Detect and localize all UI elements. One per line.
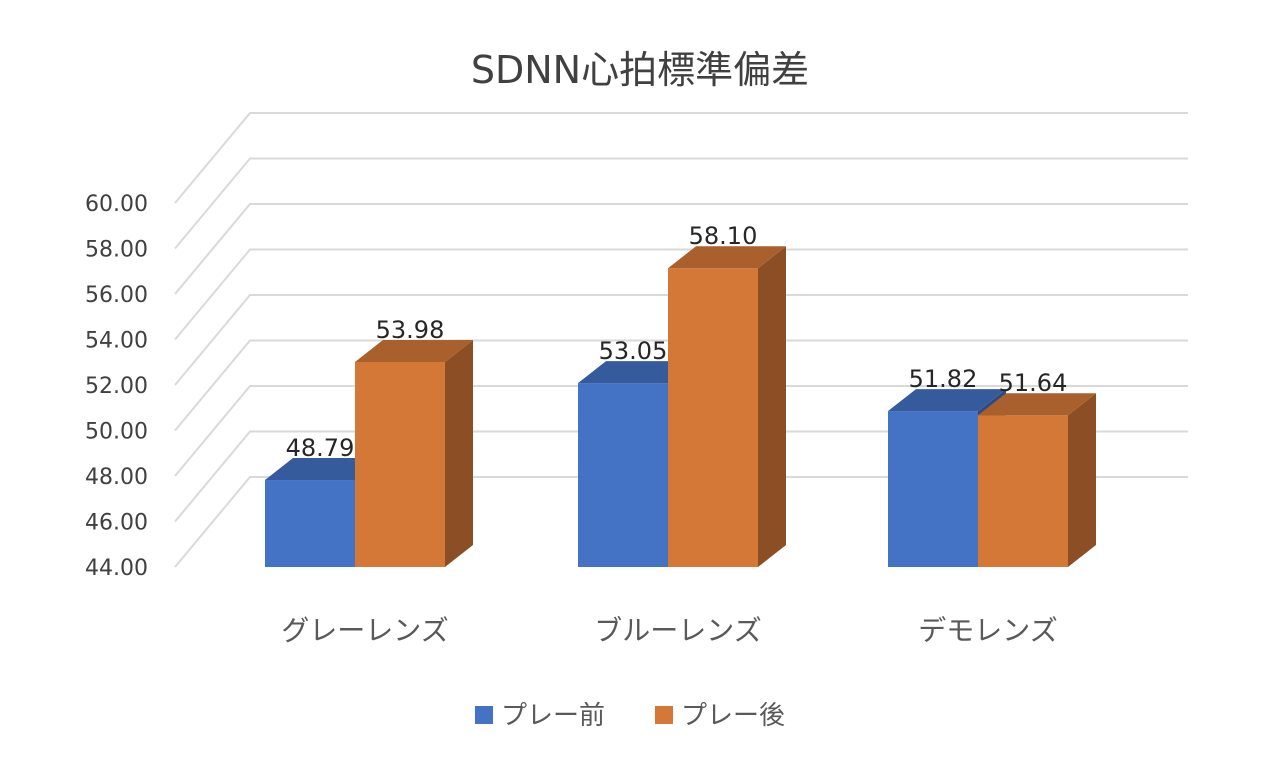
gridline [174,339,1188,432]
data-label: 48.79 [286,434,355,462]
bar [668,268,758,567]
gridline [174,294,1188,386]
legend: プレー前 プレー後 [475,701,785,731]
y-tick-label: 48.00 [85,465,148,490]
gridline [174,112,1188,204]
category-label: ブルーレンズ [594,614,761,647]
y-tick-label: 52.00 [85,374,148,399]
gridline [174,203,1188,295]
bar-top [888,389,1006,412]
gridline [174,385,1188,477]
gridline [174,476,1188,568]
bar-top [978,393,1096,416]
bar-top [578,361,696,384]
gridlines [174,112,1188,568]
data-label: 53.98 [376,316,445,344]
y-tick-label: 58.00 [85,238,148,263]
gridline [174,157,1188,250]
bar [888,411,978,567]
gridline [174,430,1188,523]
bar [578,383,668,567]
data-label: 51.82 [909,365,978,393]
legend-label: プレー前 [501,701,605,731]
category-label: グレーレンズ [281,614,448,647]
category-label: デモレンズ [918,614,1057,647]
gridline [174,248,1188,341]
legend-swatch [655,706,673,724]
y-tick-label: 60.00 [85,192,148,217]
y-tick-label: 56.00 [85,283,148,308]
y-axis-tick-labels: 44.00 46.00 48.00 50.00 52.00 54.00 56.00 58.00… [85,192,148,581]
bar [355,361,445,567]
bar-side [445,339,473,567]
legend-swatch [475,706,493,724]
data-label: 53.05 [599,337,668,365]
data-label: 58.10 [689,222,758,250]
bar [265,480,355,567]
bar-top [668,246,786,269]
data-label: 51.64 [999,369,1068,397]
data-labels: 48.79 53.98 53.05 58.10 51.82 51.64 [286,222,1068,462]
y-tick-label: 54.00 [85,329,148,354]
bar-top [355,339,473,362]
legend-label: プレー後 [681,701,785,731]
bar [978,415,1068,567]
y-tick-label: 44.00 [85,556,148,581]
bars [265,246,1096,567]
y-tick-label: 50.00 [85,420,148,445]
bar-top [265,458,383,481]
chart-title: SDNN心拍標準偏差 [471,48,809,92]
x-axis-category-labels: グレーレンズ ブルーレンズ デモレンズ [281,614,1057,647]
bar-side [758,246,786,567]
y-tick-label: 46.00 [85,511,148,536]
bar-side [1068,393,1096,567]
